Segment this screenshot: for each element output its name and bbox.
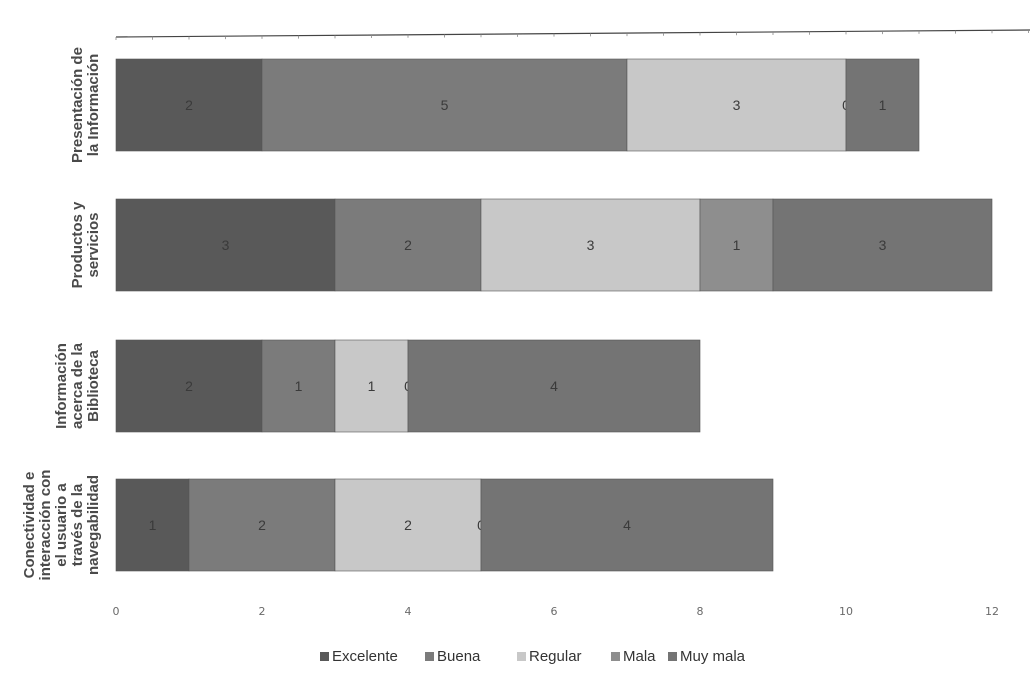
bar-segment xyxy=(480,198,701,292)
category-label-line: navegabilidad xyxy=(85,475,102,575)
bar-value-label: 4 xyxy=(550,378,558,394)
legend: Excelente Buena Regular Mala Muy mala xyxy=(320,648,746,665)
bar-value-label: 3 xyxy=(733,97,741,113)
bar-value-label: 3 xyxy=(587,237,595,253)
legend-swatch xyxy=(611,652,620,661)
x-tick-label: 10 xyxy=(839,605,853,618)
category-label-line: acerca de la xyxy=(69,342,86,429)
category-label-line: través de la xyxy=(69,483,86,566)
category-label-line: servicios xyxy=(85,212,102,277)
category-label-line: Información xyxy=(53,343,70,429)
category-label-line: Biblioteca xyxy=(85,350,102,422)
bar-value-label: 2 xyxy=(404,237,412,253)
bar-segment xyxy=(115,339,263,433)
bar-value-label: 1 xyxy=(733,237,741,253)
bar-value-label: 2 xyxy=(404,517,412,533)
bar-group: 12204 xyxy=(115,478,774,572)
bar-value-label: 1 xyxy=(295,378,303,394)
legend-item: Regular xyxy=(517,648,582,665)
bar-segment xyxy=(334,339,409,433)
bar-segment xyxy=(115,198,336,292)
category-axis: Presentación dela Información Productos y… xyxy=(21,47,102,580)
legend-label: Excelente xyxy=(332,648,398,665)
bar-value-label: 2 xyxy=(185,378,193,394)
legend-item: Buena xyxy=(425,648,481,665)
bar-value-label: 1 xyxy=(879,97,887,113)
category-label-line: la Información xyxy=(85,54,102,157)
category-label-line: interacción con xyxy=(37,470,54,581)
category-label-line: Conectividad e xyxy=(21,472,38,579)
category-label-line: Presentación de xyxy=(69,47,86,163)
bar-value-label: 2 xyxy=(258,517,266,533)
plot-area: 25301323132110412204 xyxy=(115,58,993,572)
legend-swatch xyxy=(517,652,526,661)
bar-segment xyxy=(480,478,774,572)
legend-label: Regular xyxy=(529,648,582,665)
bar-segment xyxy=(772,198,993,292)
x-tick-label: 0 xyxy=(113,605,120,618)
bar-segment xyxy=(261,339,336,433)
bar-segment xyxy=(188,478,336,572)
category-label-line: Productos y xyxy=(69,201,86,288)
top-axis-line xyxy=(115,29,1031,38)
bar-value-label: 3 xyxy=(222,237,230,253)
x-tick-label: 8 xyxy=(697,605,704,618)
x-axis: 0 2 4 6 8 10 12 xyxy=(113,29,1031,618)
bar-segment xyxy=(115,58,263,152)
bar-segment xyxy=(334,478,482,572)
legend-swatch xyxy=(320,652,329,661)
bar-segment xyxy=(626,58,847,152)
bar-segment xyxy=(261,58,628,152)
bar-value-label: 2 xyxy=(185,97,193,113)
x-tick-label: 6 xyxy=(551,605,558,618)
bar-segment xyxy=(115,478,190,572)
bar-group: 3 2 3 1 3 xyxy=(115,198,993,292)
category-label-line: el usuario a xyxy=(53,483,70,567)
bar-segment xyxy=(334,198,482,292)
bar-value-label: 4 xyxy=(623,517,631,533)
bar-group: 21104 xyxy=(115,339,701,433)
category-label: Conectividad einteracción conel usuario … xyxy=(21,470,102,581)
bar-value-label: 3 xyxy=(879,237,887,253)
legend-swatch xyxy=(425,652,434,661)
bar-value-label: 1 xyxy=(149,517,157,533)
category-label: Informaciónacerca de laBiblioteca xyxy=(53,342,102,429)
bar-segment xyxy=(845,58,920,152)
bar-value-label: 5 xyxy=(441,97,449,113)
legend-item: Muy mala xyxy=(668,648,746,665)
legend-label: Muy mala xyxy=(680,648,746,665)
x-tick-label: 12 xyxy=(985,605,999,618)
legend-item: Excelente xyxy=(320,648,398,665)
bar-group: 25301 xyxy=(115,58,920,152)
x-tick-label: 4 xyxy=(405,605,412,618)
category-label: Presentación dela Información xyxy=(69,47,102,163)
legend-swatch xyxy=(668,652,677,661)
bar-segment xyxy=(407,339,701,433)
legend-item: Mala xyxy=(611,648,656,665)
x-tick-label: 2 xyxy=(259,605,266,618)
bar-value-label: 1 xyxy=(368,378,376,394)
bar-segment xyxy=(699,198,774,292)
legend-label: Mala xyxy=(623,648,656,665)
category-label: Productos yservicios xyxy=(69,201,102,288)
legend-label: Buena xyxy=(437,648,481,665)
